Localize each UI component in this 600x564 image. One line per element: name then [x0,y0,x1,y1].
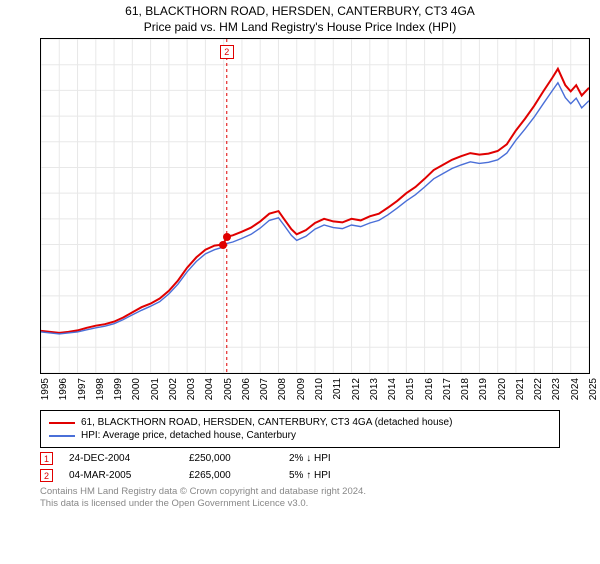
x-tick-label: 1996 [58,378,69,400]
chart-subtitle: Price paid vs. HM Land Registry's House … [0,20,600,34]
sale-price: £265,000 [189,470,289,481]
legend: 61, BLACKTHORN ROAD, HERSDEN, CANTERBURY… [40,410,560,448]
x-tick-label: 2013 [369,378,380,400]
chart-container: 61, BLACKTHORN ROAD, HERSDEN, CANTERBURY… [0,4,600,564]
x-tick-label: 2001 [150,378,161,400]
legend-label: 61, BLACKTHORN ROAD, HERSDEN, CANTERBURY… [81,417,452,428]
sale-row-marker: 2 [40,469,53,482]
chart-area: 2£0£50K£100K£150K£200K£250K£300K£350K£40… [40,38,590,402]
x-tick-label: 2023 [551,378,562,400]
sale-row-marker: 1 [40,452,53,465]
x-tick-label: 2014 [387,378,398,400]
sale-row: 1 24-DEC-2004£250,0002% ↓ HPI [40,452,560,465]
x-tick-label: 2015 [405,378,416,400]
x-tick-label: 1997 [77,378,88,400]
sales-table: 1 24-DEC-2004£250,0002% ↓ HPI 2 04-MAR-2005… [40,452,560,482]
x-tick-label: 2024 [570,378,581,400]
legend-item: HPI: Average price, detached house, Cant… [49,430,551,441]
x-tick-label: 2007 [259,378,270,400]
legend-label: HPI: Average price, detached house, Cant… [81,430,296,441]
sale-marker-label: 2 [220,45,234,59]
sale-date: 24-DEC-2004 [69,453,189,464]
x-tick-label: 2008 [277,378,288,400]
x-axis-labels: 1995 1996 1997 1998 1999 2000 2001 2002 2003 2004… [40,374,588,402]
plot-area: 2£0£50K£100K£150K£200K£250K£300K£350K£40… [40,38,590,374]
sale-row: 2 04-MAR-2005£265,0005% ↑ HPI [40,469,560,482]
x-tick-label: 2025 [588,378,599,400]
x-tick-label: 2002 [168,378,179,400]
sale-hpi: 2% ↓ HPI [289,453,331,464]
x-tick-label: 2021 [515,378,526,400]
sale-date: 04-MAR-2005 [69,470,189,481]
legend-item: 61, BLACKTHORN ROAD, HERSDEN, CANTERBURY… [49,417,551,428]
x-tick-label: 2005 [223,378,234,400]
x-tick-label: 1998 [95,378,106,400]
legend-swatch [49,435,75,437]
x-tick-label: 2000 [131,378,142,400]
x-tick-label: 2003 [186,378,197,400]
footer-line1: Contains HM Land Registry data © Crown c… [40,486,560,498]
x-tick-label: 2011 [332,378,343,400]
x-tick-label: 1995 [40,378,51,400]
x-tick-label: 2019 [478,378,489,400]
legend-swatch [49,422,75,424]
x-tick-label: 2004 [204,378,215,400]
x-tick-label: 2018 [460,378,471,400]
x-tick-label: 1999 [113,378,124,400]
chart-title: 61, BLACKTHORN ROAD, HERSDEN, CANTERBURY… [0,4,600,18]
footer-attribution: Contains HM Land Registry data © Crown c… [40,486,560,511]
footer-line2: This data is licensed under the Open Gov… [40,498,560,510]
x-tick-label: 2022 [533,378,544,400]
sale-point [223,233,231,241]
x-tick-label: 2016 [424,378,435,400]
x-tick-label: 2006 [241,378,252,400]
x-tick-label: 2010 [314,378,325,400]
sale-price: £250,000 [189,453,289,464]
sale-point [219,241,227,249]
x-tick-label: 2017 [442,378,453,400]
x-tick-label: 2012 [351,378,362,400]
sale-hpi: 5% ↑ HPI [289,470,331,481]
x-tick-label: 2020 [497,378,508,400]
x-tick-label: 2009 [296,378,307,400]
